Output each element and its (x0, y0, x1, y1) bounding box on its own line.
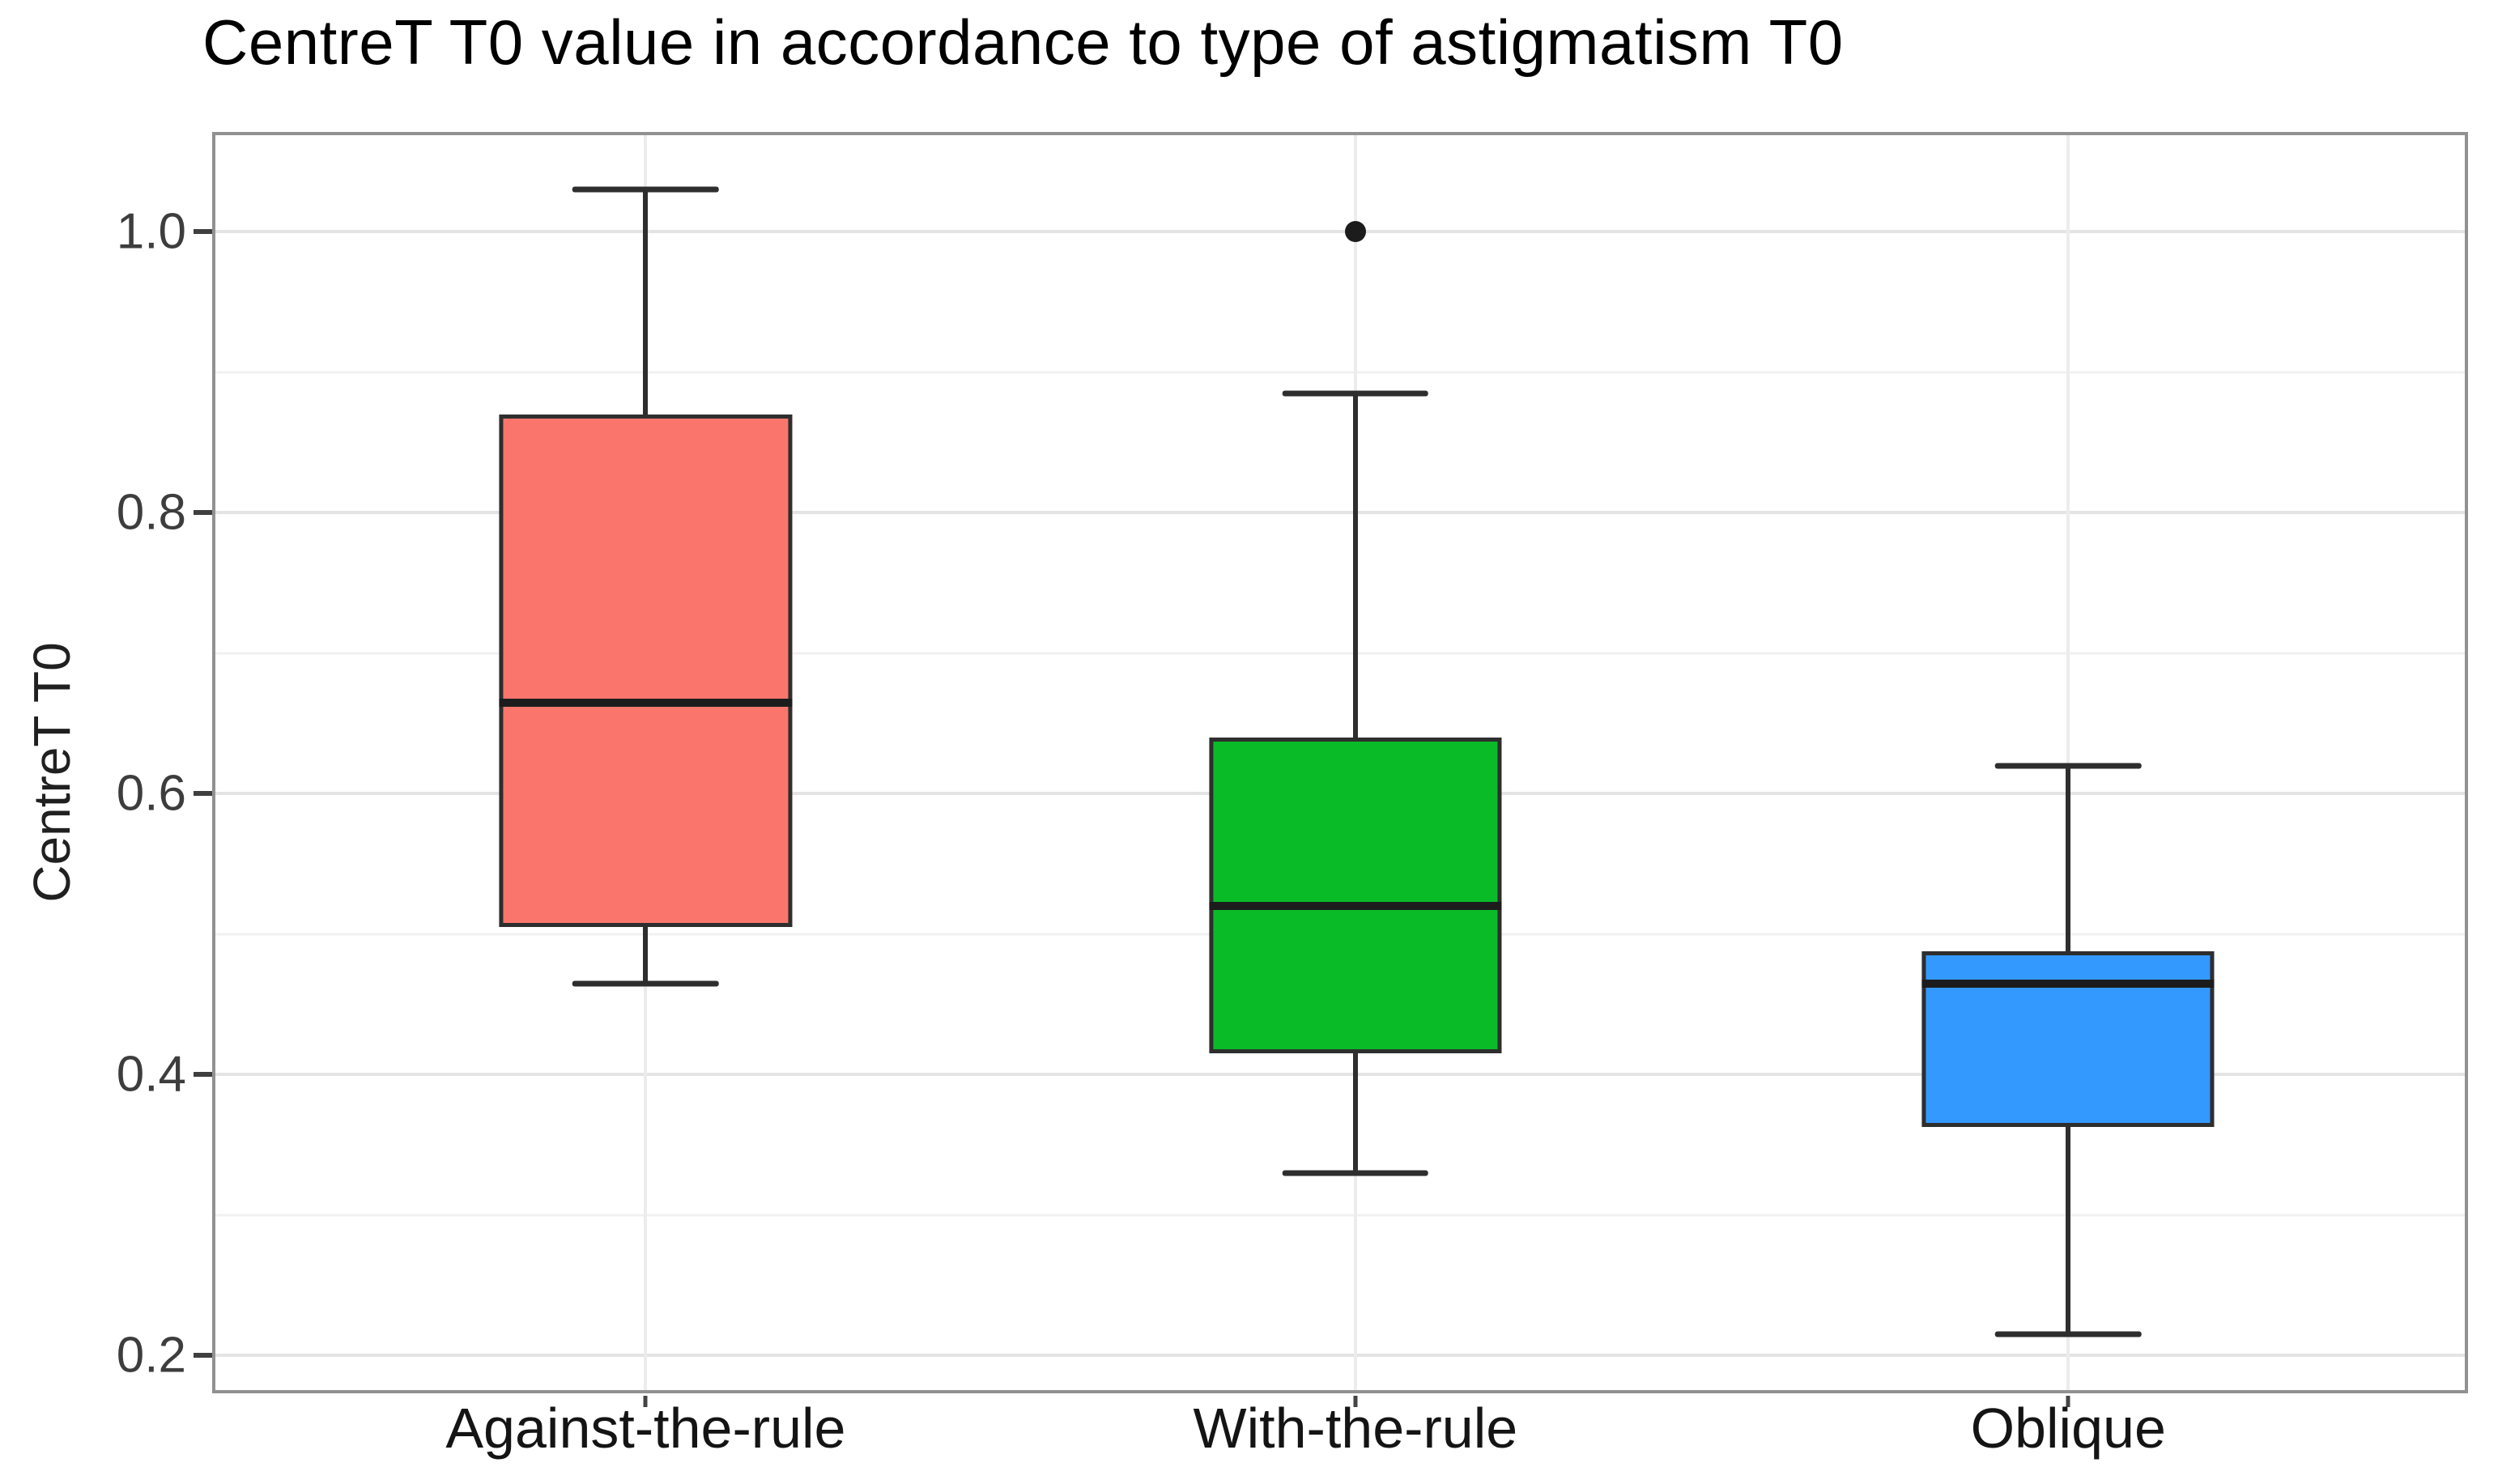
y-tick-label: 1.0 (116, 203, 186, 260)
chart-title: CentreT T0 value in accordance to type o… (202, 6, 1844, 78)
median-line (499, 698, 792, 707)
whisker-cap-upper (1282, 390, 1429, 397)
whisker-cap-upper (572, 186, 719, 193)
h-gridline-major (215, 511, 2465, 515)
x-tick (643, 1396, 648, 1407)
box (499, 414, 792, 928)
x-tick-label: Against-the-rule (445, 1397, 846, 1460)
whisker-cap-upper (1994, 763, 2142, 769)
y-tick-label: 0.4 (116, 1046, 186, 1103)
h-gridline-minor (215, 652, 2465, 655)
h-gridline-minor (215, 371, 2465, 374)
h-gridline-major (215, 1073, 2465, 1077)
h-gridline-major (215, 1354, 2465, 1358)
box (1209, 737, 1502, 1054)
y-tick (194, 1072, 212, 1078)
y-tick-label: 0.2 (116, 1327, 186, 1384)
y-tick (194, 1353, 212, 1359)
x-tick-label: Oblique (1970, 1397, 2166, 1460)
x-tick (1353, 1396, 1358, 1407)
outlier-point (1344, 221, 1366, 243)
y-tick (194, 791, 212, 797)
h-gridline-major (215, 230, 2465, 234)
x-tick-label: With-the-rule (1193, 1397, 1518, 1460)
whisker-cap-lower (1282, 1170, 1429, 1176)
box (1921, 950, 2215, 1127)
median-line (1921, 979, 2215, 988)
v-gridline (2066, 135, 2070, 1390)
y-tick (194, 229, 212, 235)
plot-panel (212, 132, 2468, 1393)
y-tick (194, 510, 212, 516)
x-tick (2066, 1396, 2070, 1407)
whisker-cap-lower (572, 980, 719, 987)
y-tick-label: 0.6 (116, 765, 186, 822)
median-line (1209, 902, 1502, 911)
whisker-cap-lower (1994, 1331, 2142, 1337)
h-gridline-minor (215, 1214, 2465, 1217)
y-tick-label: 0.8 (116, 484, 186, 541)
